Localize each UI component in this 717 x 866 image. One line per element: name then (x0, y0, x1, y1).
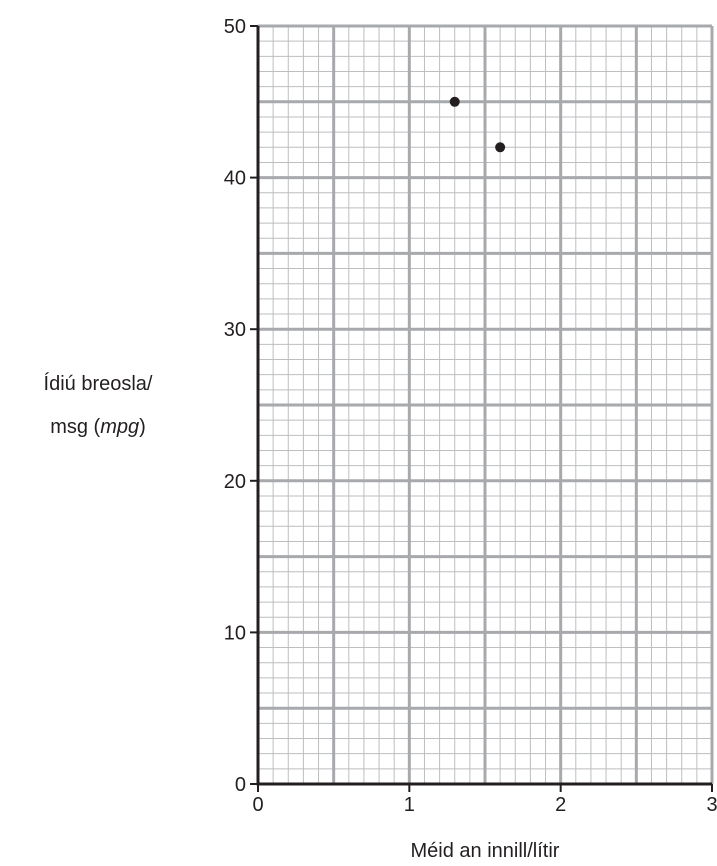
y-axis-title-suffix: ) (139, 416, 146, 438)
y-tick-label: 10 (224, 622, 246, 644)
x-tick-label: 0 (252, 794, 263, 816)
major-grid (258, 24, 714, 784)
data-point (495, 142, 506, 153)
axes (256, 26, 712, 786)
y-axis-title-line-2: msg (mpg) (50, 416, 146, 438)
tick-marks (250, 25, 713, 792)
data-point (449, 96, 460, 107)
y-axis-title-prefix: msg ( (50, 416, 100, 438)
y-tick-label: 20 (224, 471, 246, 493)
x-tick-labels: 0 1 2 3 (252, 794, 717, 816)
y-tick-labels: 0 10 20 30 40 50 (224, 16, 246, 796)
y-tick-label: 40 (224, 168, 246, 190)
y-tick-label: 0 (235, 774, 246, 796)
x-tick-label: 2 (555, 794, 566, 816)
x-axis-title: Méid an innill/lítir (411, 840, 560, 862)
y-tick-label: 30 (224, 319, 246, 341)
x-tick-label: 3 (706, 794, 717, 816)
y-axis-title-line-1: Ídiú breosla/ (44, 372, 153, 395)
x-tick-label: 1 (404, 794, 415, 816)
y-tick-label: 50 (224, 16, 246, 38)
data-points (449, 96, 506, 153)
y-axis-title-italic: mpg (100, 416, 139, 438)
